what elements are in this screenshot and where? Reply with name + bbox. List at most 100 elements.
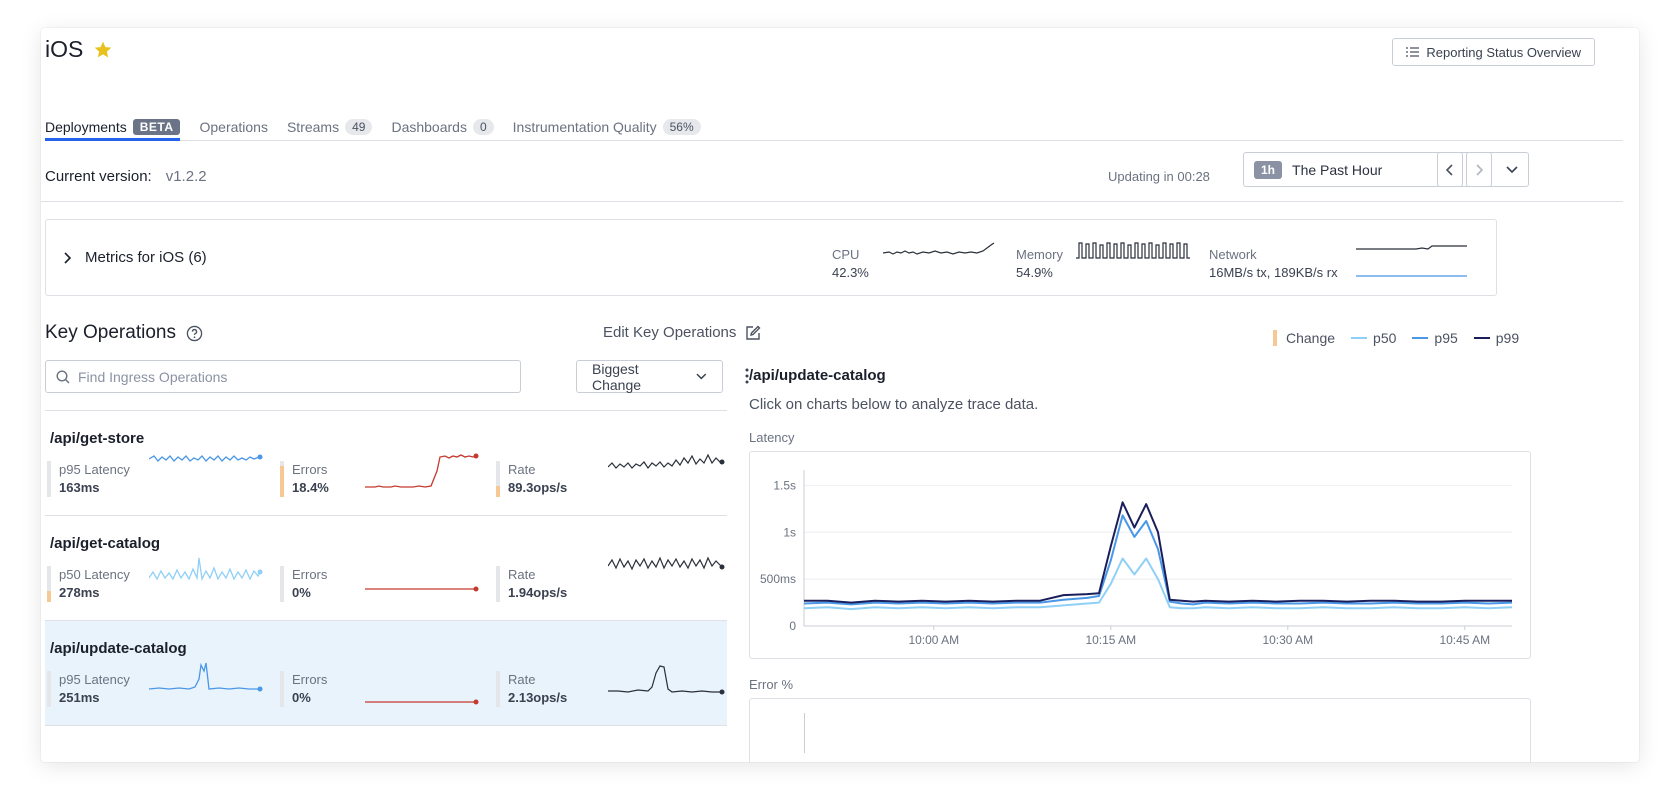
search-placeholder: Find Ingress Operations [78, 368, 228, 385]
memory-value: 54.9% [1016, 265, 1053, 280]
edit-key-operations-button[interactable]: Edit Key Operations [603, 324, 761, 341]
legend-p95: p95 [1412, 330, 1458, 346]
latency-chart-svg[interactable]: 0 500ms 1s 1.5s 10:00 AM 10:15 AM 10:30 AM 10:4… [750, 452, 1530, 658]
tab-deployments[interactable]: Deployments BETA [45, 80, 181, 141]
errors-sparkline [365, 453, 479, 488]
more-options-icon[interactable] [745, 368, 749, 384]
tab-label: Dashboards [391, 118, 467, 135]
network-sparkline [1356, 245, 1467, 277]
previous-range-button[interactable] [1437, 152, 1463, 187]
change-bar [47, 671, 51, 707]
tab-label: Operations [199, 118, 268, 135]
rate-metric: Rate 2.13ops/s [496, 671, 567, 707]
rate-label: Rate [508, 567, 536, 582]
change-bar [496, 566, 500, 602]
change-bar [280, 566, 284, 602]
metrics-toggle[interactable]: Metrics for iOS (6) [63, 249, 207, 266]
legend-change-label: Change [1286, 330, 1336, 346]
series-line-p99 [804, 501, 1512, 604]
rate-metric: Rate 89.3ops/s [496, 461, 567, 497]
legend-p50-label: p50 [1373, 330, 1397, 346]
key-operations-header: Key Operations [45, 322, 203, 344]
change-bar [47, 461, 51, 497]
change-bar [280, 671, 284, 707]
legend-p99: p99 [1473, 330, 1520, 346]
tab-operations[interactable]: Operations [199, 80, 267, 140]
latency-section-label: Latency [749, 430, 795, 445]
cpu-metric: CPU 42.3% [832, 246, 869, 282]
legend-p50: p50 [1351, 330, 1396, 346]
errors-label: Errors [292, 462, 328, 477]
tab-label: Streams [286, 118, 340, 135]
metrics-label: Metrics for iOS (6) [85, 249, 207, 266]
change-bar [280, 461, 284, 497]
x-tick-label: 10:00 AM [908, 633, 959, 647]
operation-row-selected[interactable]: /api/update-catalog p95 Latency 251ms Er… [45, 621, 727, 726]
tab-dashboards[interactable]: Dashboards 0 [391, 80, 494, 140]
change-fill [496, 486, 500, 497]
errors-metric: Errors 0% [280, 566, 327, 602]
error-chart[interactable] [749, 698, 1531, 762]
latency-value: 278ms [59, 585, 100, 600]
error-section-label: Error % [749, 677, 794, 692]
rate-sparkline [608, 665, 725, 695]
count-badge: 49 [345, 118, 373, 135]
errors-label: Errors [292, 672, 328, 687]
latency-sparkline [149, 662, 263, 692]
tab-streams[interactable]: Streams 49 [286, 80, 373, 140]
operation-name: /api/get-catalog [50, 535, 161, 552]
network-label: Network [1209, 247, 1257, 262]
help-icon[interactable] [186, 325, 203, 342]
latency-value: 251ms [59, 690, 100, 705]
sort-select[interactable]: Biggest Change [576, 360, 723, 393]
key-operations-title: Key Operations [45, 322, 176, 343]
operation-row[interactable]: /api/get-store p95 Latency 163ms Errors … [45, 411, 727, 516]
operation-row[interactable]: /api/get-catalog p50 Latency 278ms Error… [45, 516, 727, 621]
metrics-panel[interactable]: Metrics for iOS (6) CPU 42.3% Memory 54.… [45, 219, 1497, 296]
detail-subtitle: Click on charts below to analyze trace d… [749, 396, 1039, 413]
rate-sparkline [608, 556, 725, 571]
star-icon[interactable] [93, 40, 113, 60]
update-countdown: Updating in 00:28 [1108, 169, 1210, 184]
reporting-status-button[interactable]: Reporting Status Overview [1392, 38, 1595, 66]
errors-sparkline [365, 699, 479, 705]
errors-value: 0% [292, 585, 311, 600]
time-range-select[interactable]: 1h The Past Hour [1243, 152, 1529, 187]
network-value: 16MB/s tx, 189KB/s rx [1209, 265, 1338, 280]
series-line-p50 [803, 557, 1513, 611]
change-bar [47, 566, 51, 602]
latency-chart[interactable]: 0 500ms 1s 1.5s 10:00 AM 10:15 AM 10:30 AM 10:4… [749, 451, 1531, 659]
errors-label: Errors [292, 567, 328, 582]
next-range-button[interactable] [1466, 152, 1492, 187]
rate-label: Rate [508, 462, 536, 477]
latency-label: p50 Latency [59, 567, 130, 582]
change-bar [496, 461, 500, 497]
error-chart-axis [804, 713, 805, 753]
page-title-row: iOS [45, 36, 113, 63]
memory-label: Memory [1016, 247, 1063, 262]
memory-sparkline [1076, 242, 1190, 259]
chevron-right-icon [64, 251, 71, 264]
x-tick-label: 10:45 AM [1439, 633, 1490, 647]
app-window: iOS Reporting Status Overview Deployment… [41, 28, 1639, 762]
errors-metric: Errors 0% [280, 671, 327, 707]
network-metric: Network 16MB/s tx, 189KB/s rx [1209, 246, 1338, 282]
tab-instrumentation-quality[interactable]: Instrumentation Quality 56% [513, 80, 701, 140]
rate-metric: Rate 1.94ops/s [496, 566, 567, 602]
cpu-value: 42.3% [832, 265, 869, 280]
chevron-down-icon [696, 373, 707, 380]
tab-label: Deployments [45, 118, 127, 135]
errors-sparkline [365, 586, 479, 592]
beta-badge: BETA [132, 118, 181, 135]
search-input[interactable]: Find Ingress Operations [45, 360, 521, 393]
change-bar [496, 671, 500, 707]
count-badge: 0 [472, 118, 494, 135]
latency-metric: p95 Latency 163ms [47, 461, 130, 497]
change-fill [280, 466, 284, 497]
legend-p99-label: p99 [1495, 330, 1520, 346]
chevron-down-icon [1506, 165, 1518, 173]
version-value: v1.2.2 [165, 168, 207, 185]
rate-value: 1.94ops/s [508, 585, 568, 600]
legend-p95-label: p95 [1434, 330, 1458, 346]
operations-list: /api/get-store p95 Latency 163ms Errors … [45, 410, 727, 726]
